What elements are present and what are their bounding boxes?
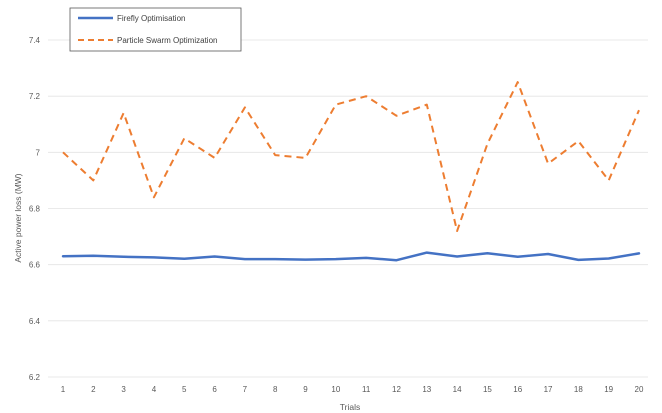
- x-tick-label: 8: [273, 385, 278, 394]
- x-axis-title: Trials: [340, 402, 360, 412]
- legend: Firefly Optimisation Particle Swarm Opti…: [69, 7, 242, 52]
- y-tick-label: 6.4: [29, 317, 41, 326]
- x-tick-label: 11: [362, 385, 371, 394]
- x-tick-label: 6: [212, 385, 217, 394]
- y-tick-label: 7.4: [29, 36, 41, 45]
- x-tick-label: 3: [121, 385, 126, 394]
- gridlines: [48, 39, 648, 378]
- legend-label-firefly: Firefly Optimisation: [117, 14, 185, 23]
- y-tick-label: 6.6: [29, 261, 41, 270]
- x-tick-label: 18: [574, 385, 583, 394]
- x-tick-label: 2: [91, 385, 96, 394]
- x-tick-label: 19: [604, 385, 613, 394]
- x-tick-label: 9: [303, 385, 308, 394]
- y-tick-label: 7: [36, 148, 41, 157]
- x-tick-label: 5: [182, 385, 187, 394]
- y-axis-ticks: 6.2 6.4 6.6 6.8 7 7.2 7.4: [29, 36, 41, 382]
- legend-box: [69, 7, 242, 52]
- x-tick-label: 13: [422, 385, 431, 394]
- x-tick-label: 4: [152, 385, 157, 394]
- legend-label-pso: Particle Swarm Optimization: [117, 36, 217, 45]
- x-tick-label: 20: [635, 385, 644, 394]
- x-tick-label: 14: [453, 385, 462, 394]
- x-tick-label: 7: [243, 385, 248, 394]
- x-axis-ticks: 1 2 3 4 5 6 7 8 9 10 11 12 13 14 15 16 17 18 19 20: [61, 385, 644, 394]
- series-line-pso: [62, 81, 640, 232]
- series-lines: [61, 81, 641, 262]
- x-tick-label: 1: [61, 385, 66, 394]
- y-tick-label: 6.8: [29, 205, 41, 214]
- x-tick-label: 16: [513, 385, 522, 394]
- y-tick-label: 7.2: [29, 92, 41, 101]
- series-line-firefly: [61, 251, 641, 262]
- y-tick-label: 6.2: [29, 373, 41, 382]
- x-tick-label: 10: [331, 385, 340, 394]
- y-axis-title: Active power loss (MW): [13, 173, 23, 262]
- x-tick-label: 17: [544, 385, 553, 394]
- x-tick-label: 15: [483, 385, 492, 394]
- x-tick-label: 12: [392, 385, 401, 394]
